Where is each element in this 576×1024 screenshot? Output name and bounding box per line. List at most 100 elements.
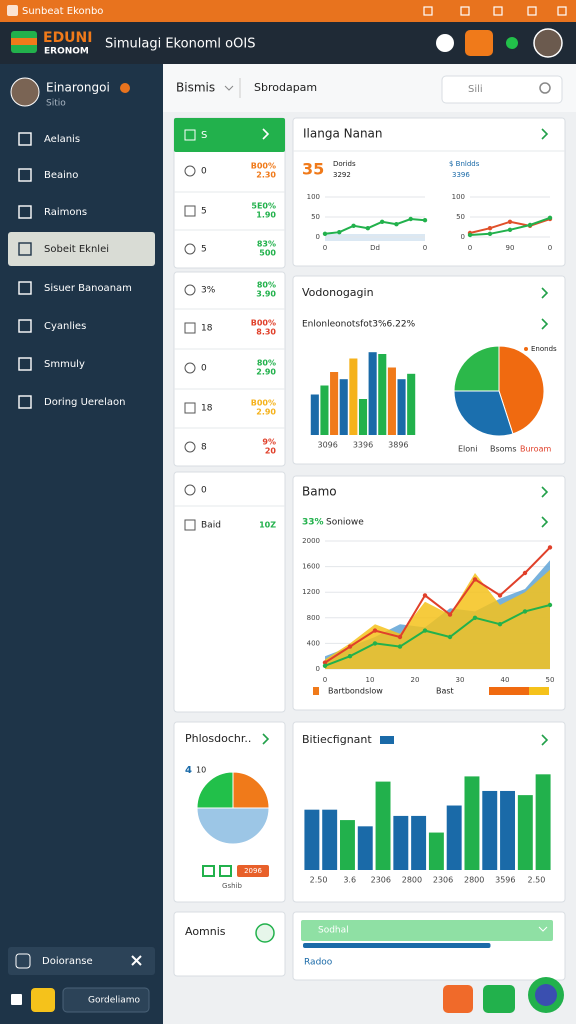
header-icon[interactable] bbox=[506, 37, 518, 49]
point bbox=[472, 615, 478, 620]
window-control[interactable] bbox=[423, 6, 433, 16]
row-count: 5 bbox=[201, 207, 207, 217]
point bbox=[472, 577, 478, 582]
search-box[interactable] bbox=[441, 75, 563, 104]
y-tick-label: 400 bbox=[307, 639, 320, 647]
card-title: Phlosdochr.. bbox=[185, 732, 251, 745]
chevron[interactable] bbox=[541, 486, 549, 498]
x-tick-label: Dd bbox=[370, 244, 380, 252]
menu-active-bg bbox=[8, 232, 155, 266]
value: 10 bbox=[196, 766, 206, 775]
dropdown-caret[interactable] bbox=[224, 85, 234, 91]
point bbox=[372, 641, 378, 646]
search-placeholder[interactable]: Sili bbox=[468, 84, 483, 95]
small-label: 3396 bbox=[452, 171, 470, 179]
menu-item[interactable]: Doring Uerelaon bbox=[44, 397, 125, 408]
y-tick-label: 0 bbox=[316, 665, 320, 673]
footer-button[interactable] bbox=[62, 987, 150, 1013]
menu-item[interactable]: Raimons bbox=[44, 207, 87, 218]
footer-icon[interactable] bbox=[31, 988, 55, 1012]
point bbox=[351, 223, 356, 228]
dropdown[interactable]: Bismis bbox=[176, 81, 215, 95]
menu-item[interactable]: Cyanlies bbox=[44, 321, 86, 332]
chevron[interactable] bbox=[262, 128, 270, 140]
row-value: B00% bbox=[251, 162, 276, 171]
row-count: 0 bbox=[201, 167, 207, 177]
search-icon[interactable] bbox=[539, 82, 551, 94]
header-icon[interactable] bbox=[436, 34, 454, 52]
chevron[interactable] bbox=[541, 734, 549, 746]
menu-icon bbox=[18, 205, 32, 219]
card-title: Aomnis bbox=[185, 925, 226, 938]
menu-item[interactable]: Aelanis bbox=[44, 134, 80, 145]
row-value: 83% bbox=[257, 240, 276, 249]
window-control[interactable] bbox=[557, 6, 567, 16]
notes-icon[interactable] bbox=[255, 923, 275, 943]
point bbox=[365, 226, 371, 231]
bar bbox=[397, 379, 406, 435]
chevron[interactable] bbox=[262, 733, 270, 745]
sidebar bbox=[0, 64, 163, 1024]
fab[interactable] bbox=[443, 985, 473, 1013]
point bbox=[422, 593, 428, 598]
window-title: Sunbeat Ekonbo bbox=[22, 6, 103, 17]
row-value: 1.90 bbox=[256, 211, 276, 220]
avatar[interactable] bbox=[533, 28, 563, 58]
window-control[interactable] bbox=[527, 6, 537, 16]
menu-icon bbox=[18, 132, 32, 146]
pie-slice bbox=[498, 345, 545, 435]
point bbox=[347, 654, 353, 659]
legend-bar bbox=[529, 687, 549, 695]
point bbox=[522, 570, 528, 576]
window-control[interactable] bbox=[493, 6, 503, 16]
chevron[interactable] bbox=[541, 318, 549, 330]
tab[interactable]: Sbrodapam bbox=[254, 81, 317, 94]
card-subtitle: Soniowe bbox=[326, 518, 364, 528]
card-header-text: S bbox=[201, 130, 207, 141]
header-icon[interactable] bbox=[465, 30, 493, 56]
pie-slice bbox=[232, 771, 270, 809]
footer-button-label[interactable]: Gordeliamo bbox=[88, 996, 141, 1006]
bar bbox=[320, 385, 329, 435]
footer-icon[interactable] bbox=[11, 994, 22, 1005]
card-title: Bitiecfignant bbox=[302, 733, 372, 746]
bar bbox=[464, 776, 480, 870]
point bbox=[497, 622, 503, 627]
card-title: Vodonogagin bbox=[302, 286, 374, 299]
menu-item[interactable]: Beaino bbox=[44, 170, 78, 181]
y-tick-label: 1200 bbox=[302, 588, 320, 596]
legend-swatch bbox=[202, 865, 215, 877]
bar bbox=[387, 367, 396, 435]
chevron[interactable] bbox=[541, 516, 549, 528]
close-icon[interactable] bbox=[131, 955, 142, 966]
point bbox=[547, 215, 553, 220]
progress-label: Sodhal bbox=[318, 926, 349, 936]
row-icon bbox=[184, 205, 196, 217]
menu-icon bbox=[18, 357, 32, 371]
chevron[interactable] bbox=[541, 128, 549, 140]
menu-item[interactable]: Sobeit Eknlei bbox=[44, 244, 109, 255]
point bbox=[397, 644, 403, 649]
app-title: Simulagi Ekonoml oOIS bbox=[105, 37, 255, 52]
point bbox=[397, 634, 403, 640]
fab-globe-inner[interactable] bbox=[535, 984, 557, 1006]
legend-dot bbox=[524, 347, 528, 351]
pie-label: Bsoms bbox=[490, 445, 517, 454]
window-control[interactable] bbox=[460, 6, 470, 16]
fab[interactable] bbox=[483, 985, 515, 1013]
point bbox=[347, 644, 353, 649]
y-tick-label: 100 bbox=[452, 193, 465, 201]
menu-item[interactable]: Smmuly bbox=[44, 359, 85, 370]
notice-icon bbox=[15, 953, 31, 969]
caret[interactable] bbox=[538, 926, 548, 932]
x-tick-label: 3096 bbox=[317, 441, 337, 450]
menu-item[interactable]: Sisuer Banoanam bbox=[44, 283, 132, 294]
point bbox=[447, 612, 453, 617]
x-tick-label: 3396 bbox=[353, 441, 373, 450]
pie-label: Eloni bbox=[458, 445, 477, 454]
x-tick-label: 30 bbox=[456, 676, 465, 684]
chevron[interactable] bbox=[541, 287, 549, 299]
point bbox=[337, 230, 342, 235]
bar bbox=[500, 790, 516, 870]
point bbox=[408, 216, 413, 222]
